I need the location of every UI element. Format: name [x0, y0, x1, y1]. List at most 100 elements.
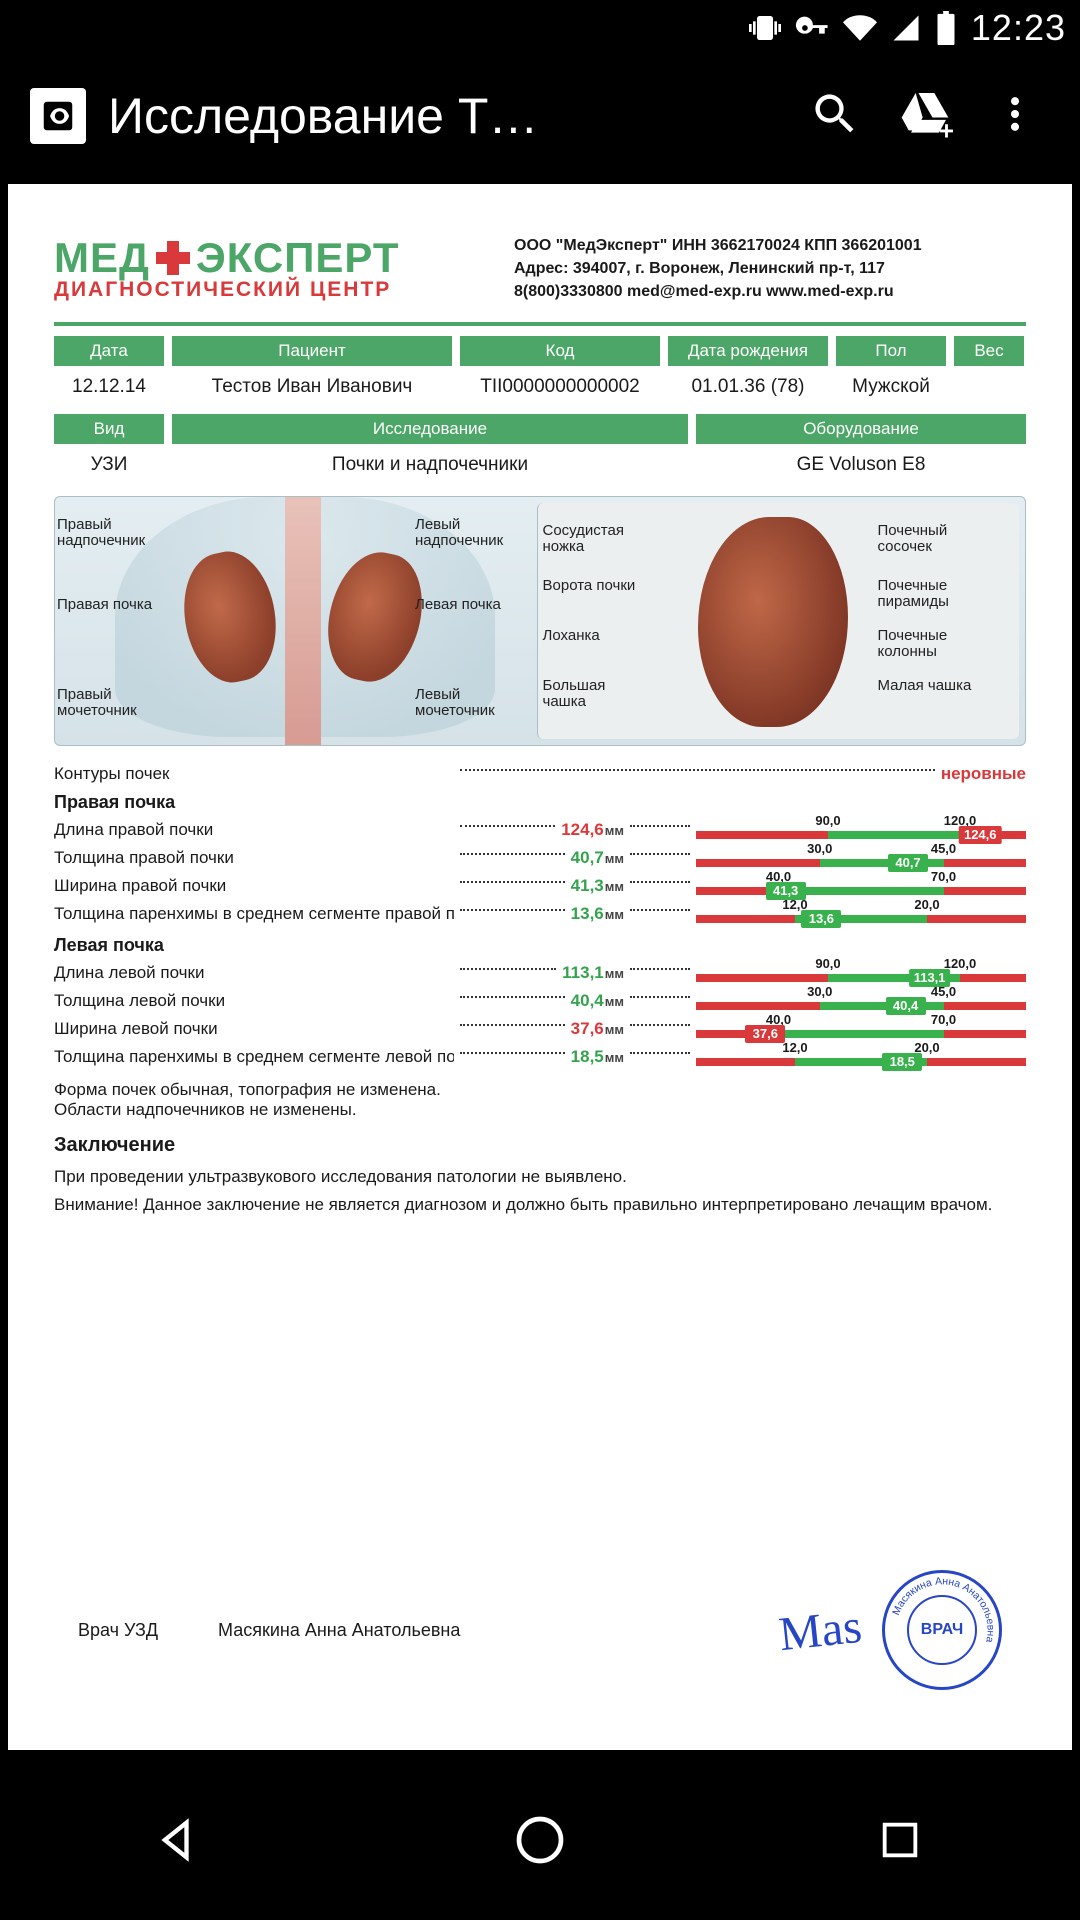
range-tick: 90,0: [815, 956, 840, 971]
app-title: Исследование Т…: [108, 87, 790, 145]
finding-row: Контуры почек неровные: [54, 764, 1026, 784]
table-header: Код: [460, 336, 660, 366]
finding-value: 40,4мм: [571, 991, 624, 1011]
leader-dots: [460, 1052, 565, 1054]
leader-dots: [460, 996, 565, 998]
range-marker: 13,6: [801, 910, 841, 928]
doctor-name: Масякина Анна Анатольевна: [218, 1620, 779, 1641]
signature-row: Врач УЗД Масякина Анна Анатольевна Mas М…: [78, 1570, 1002, 1690]
vpn-key-icon: [795, 11, 829, 45]
table-cell: 01.01.36 (78): [668, 370, 828, 404]
findings: Контуры почек неровные Правая почкаДлина…: [54, 764, 1026, 1215]
finding-row: Ширина правой почки41,3мм40,070,041,3: [54, 873, 1026, 899]
table-cell: ТII0000000000002: [460, 370, 660, 404]
range-tick: 12,0: [782, 1040, 807, 1055]
signal-icon: [891, 13, 921, 43]
wifi-icon: [843, 11, 877, 45]
leader-dots: [630, 881, 690, 883]
logo: МЕД ЭКСПЕРТ ДИАГНОСТИЧЕСКИЙ ЦЕНТР: [54, 234, 484, 304]
finding-value: 37,6мм: [571, 1019, 624, 1039]
leader-dots: [460, 853, 565, 855]
leader-dots: [460, 769, 935, 771]
leader-dots: [630, 968, 690, 970]
nav-back-button[interactable]: [145, 1805, 215, 1875]
svg-text:+: +: [939, 117, 953, 141]
status-clock: 12:23: [971, 7, 1066, 49]
doctor-role: Врач УЗД: [78, 1620, 218, 1641]
table-header: Исследование: [172, 414, 688, 444]
finding-value: 41,3мм: [571, 876, 624, 896]
range-bar: 40,070,037,6: [696, 1016, 1026, 1042]
svg-text:Масякина Анна Анатольевна: Масякина Анна Анатольевна: [891, 1576, 996, 1643]
notes: Форма почек обычная, топография не измен…: [54, 1080, 1026, 1120]
conclusion-line: При проведении ультразвукового исследова…: [54, 1167, 1026, 1187]
conclusion-title: Заключение: [54, 1134, 1026, 1157]
range-tick: 45,0: [931, 984, 956, 999]
search-button[interactable]: [790, 88, 880, 145]
pdf-icon: [30, 88, 86, 144]
anatomy-label: Левый мочеточник: [415, 687, 520, 720]
table-header: Пациент: [172, 336, 452, 366]
doc-header: МЕД ЭКСПЕРТ ДИАГНОСТИЧЕСКИЙ ЦЕНТР ООО "М…: [54, 234, 1026, 304]
range-bar: 12,020,018,5: [696, 1044, 1026, 1070]
anatomy-label: Левый надпочечник: [415, 517, 520, 550]
table-cell: [954, 370, 1024, 404]
table-header: Дата рождения: [668, 336, 828, 366]
finding-label: Контуры почек: [54, 764, 454, 784]
leader-dots: [630, 1024, 690, 1026]
table-header: Вид: [54, 414, 164, 444]
anatomy-label: Почечные пирамиды: [878, 578, 983, 611]
logo-text-1a: МЕД: [54, 234, 150, 282]
anatomy-label: Правая почка: [57, 597, 162, 614]
finding-row: Ширина левой почки 37,6мм 40,070,037,6: [54, 1016, 1026, 1042]
exam-table: ВидИсследованиеОборудованиеУЗИПочки и на…: [54, 414, 1026, 482]
nav-recent-button[interactable]: [865, 1805, 935, 1875]
range-bar: 30,045,040,7: [696, 845, 1026, 871]
nav-bar: [0, 1760, 1080, 1920]
finding-label: Толщина правой почки: [54, 848, 454, 868]
range-tick: 30,0: [807, 984, 832, 999]
conclusion-line: Внимание! Данное заключение не является …: [54, 1195, 1026, 1215]
leader-dots: [460, 825, 555, 827]
conclusion-text: При проведении ультразвукового исследова…: [54, 1167, 1026, 1215]
finding-label: Толщина паренхимы в среднем сегменте пра…: [54, 904, 454, 924]
finding-label: Длина правой почки: [54, 820, 454, 840]
nav-home-button[interactable]: [505, 1805, 575, 1875]
finding-value: 18,5мм: [571, 1047, 624, 1067]
anatomy-label: Почечные колонны: [878, 628, 983, 661]
finding-label: Длина левой почки: [54, 963, 454, 983]
finding-value: 13,6мм: [571, 904, 624, 924]
range-marker: 124,6: [959, 826, 1002, 844]
anatomy-label: Правый мочеточник: [57, 687, 162, 720]
document-viewport[interactable]: МЕД ЭКСПЕРТ ДИАГНОСТИЧЕСКИЙ ЦЕНТР ООО "М…: [0, 176, 1080, 1758]
finding-value: неровные: [941, 764, 1026, 784]
table-header: Дата: [54, 336, 164, 366]
anatomy-label: Ворота почки: [543, 578, 648, 595]
leader-dots: [460, 909, 565, 911]
drive-upload-button[interactable]: +: [880, 86, 970, 147]
table-header: Пол: [836, 336, 946, 366]
finding-row: Толщина паренхимы в среднем сегменте пра…: [54, 901, 1026, 927]
leader-dots: [460, 1024, 565, 1026]
anatomy-label: Большая чашка: [543, 678, 648, 711]
leader-dots: [460, 968, 556, 970]
anatomy-illustration: Правый надпочечникПравая почкаПравый моч…: [54, 496, 1026, 746]
table-cell: УЗИ: [54, 448, 164, 482]
status-bar: 12:23: [0, 0, 1080, 56]
range-tick: 70,0: [931, 869, 956, 884]
table-header: Вес: [954, 336, 1024, 366]
leader-dots: [630, 825, 690, 827]
finding-label: Ширина левой почки: [54, 1019, 454, 1039]
document-page: МЕД ЭКСПЕРТ ДИАГНОСТИЧЕСКИЙ ЦЕНТР ООО "М…: [8, 184, 1072, 1750]
finding-value: 40,7мм: [571, 848, 624, 868]
patient-table: ДатаПациентКодДата рожденияПолВес12.12.1…: [54, 336, 1026, 404]
more-button[interactable]: [970, 92, 1060, 141]
leader-dots: [460, 881, 565, 883]
range-marker: 40,7: [888, 854, 928, 872]
table-cell: Почки и надпочечники: [172, 448, 688, 482]
logo-text-1b: ЭКСПЕРТ: [196, 234, 400, 282]
range-bar: 90,0120,0113,1: [696, 960, 1026, 986]
anatomy-label: Левая почка: [415, 597, 520, 614]
finding-label: Толщина паренхимы в среднем сегменте лев…: [54, 1047, 454, 1067]
note-line: Форма почек обычная, топография не измен…: [54, 1080, 1026, 1100]
